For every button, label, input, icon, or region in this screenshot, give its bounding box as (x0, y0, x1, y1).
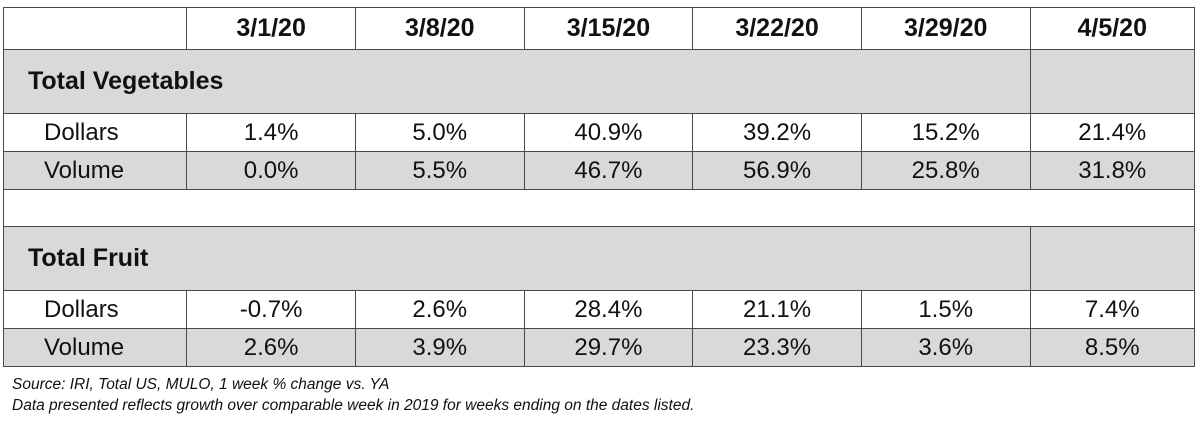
table-cell: 46.7% (523, 151, 694, 190)
date-header: 3/15/20 (523, 7, 694, 50)
description-note: Data presented reflects growth over comp… (12, 397, 695, 414)
date-header: 3/1/20 (186, 7, 356, 50)
table-cell: 39.2% (692, 113, 862, 152)
date-header: 3/22/20 (692, 7, 862, 50)
table-cell: 25.8% (860, 151, 1031, 190)
table-cell: 21.1% (692, 290, 862, 329)
table-row: Volume 2.6% 3.9% 29.7% 23.3% 3.6% 8.5% (2, 328, 1195, 367)
spacer-row (3, 189, 1195, 227)
date-header: 3/29/20 (860, 7, 1031, 50)
table-cell: 8.5% (1029, 328, 1195, 367)
growth-table-container: 3/1/20 3/8/20 3/15/20 3/22/20 3/29/20 4/… (2, 7, 1195, 367)
table-cell: 5.0% (354, 113, 525, 152)
table-cell: 0.0% (186, 151, 356, 190)
footnotes: Source: IRI, Total US, MULO, 1 week % ch… (12, 374, 694, 416)
table-cell: 31.8% (1029, 151, 1195, 190)
table-cell: 3.9% (354, 328, 525, 367)
date-header: 3/8/20 (354, 7, 525, 50)
section-title: Total Vegetables (3, 49, 1031, 114)
growth-table: 3/1/20 3/8/20 3/15/20 3/22/20 3/29/20 4/… (2, 7, 1195, 367)
table-row: Dollars 1.4% 5.0% 40.9% 39.2% 15.2% 21.4… (2, 113, 1195, 152)
table-cell: 5.5% (354, 151, 525, 190)
row-label: Volume (2, 328, 188, 367)
table-cell: 3.6% (860, 328, 1031, 367)
source-note: Source: IRI, Total US, MULO, 1 week % ch… (12, 376, 390, 393)
table-cell: 1.4% (186, 113, 356, 152)
table-cell: 21.4% (1029, 113, 1195, 152)
section-header-row: Total Fruit (3, 226, 1195, 291)
table-cell: 15.2% (860, 113, 1031, 152)
row-label: Dollars (2, 113, 188, 152)
table-row: Dollars -0.7% 2.6% 28.4% 21.1% 1.5% 7.4% (2, 290, 1195, 329)
table-cell: 29.7% (523, 328, 694, 367)
table-cell: 28.4% (523, 290, 694, 329)
row-label: Dollars (2, 290, 188, 329)
table-cell: 56.9% (692, 151, 862, 190)
row-label: Volume (2, 151, 188, 190)
table-cell: 2.6% (186, 328, 356, 367)
table-cell: -0.7% (186, 290, 356, 329)
table-row: Volume 0.0% 5.5% 46.7% 56.9% 25.8% 31.8% (2, 151, 1195, 190)
section-title: Total Fruit (3, 226, 1031, 291)
spacer-cell (3, 189, 1195, 227)
header-row: 3/1/20 3/8/20 3/15/20 3/22/20 3/29/20 4/… (2, 7, 1195, 50)
table-cell: 23.3% (692, 328, 862, 367)
section-header-row: Total Vegetables (3, 49, 1195, 114)
table-cell: 1.5% (860, 290, 1031, 329)
date-header: 4/5/20 (1029, 7, 1195, 50)
table-cell: 2.6% (354, 290, 525, 329)
table-cell: 40.9% (523, 113, 694, 152)
table-cell: 7.4% (1029, 290, 1195, 329)
section-blank-cell (1029, 49, 1195, 114)
section-blank-cell (1029, 226, 1195, 291)
corner-cell (2, 7, 188, 50)
